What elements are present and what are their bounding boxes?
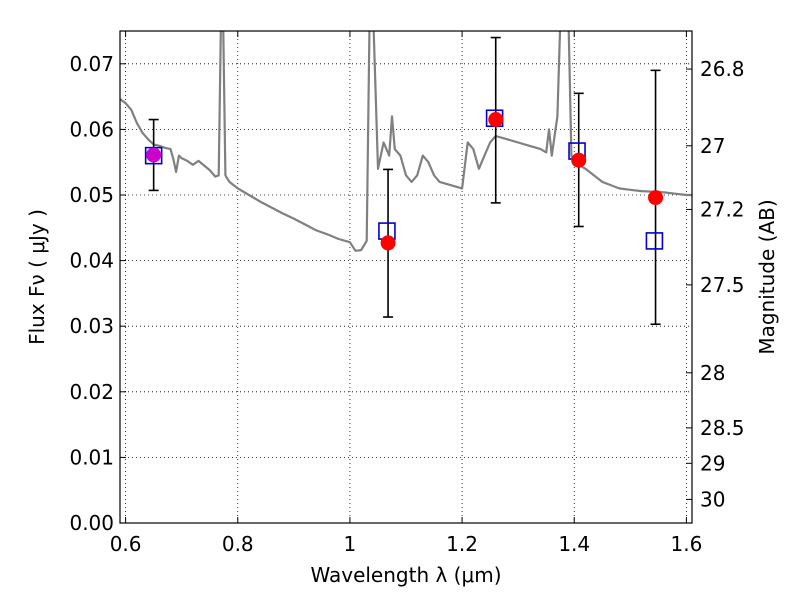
observed-photometry: [146, 112, 664, 251]
observed-point: [146, 147, 162, 163]
observed-point: [488, 112, 504, 128]
y2-tick-label: 28.5: [700, 416, 745, 440]
model-spectrum-line: [120, 31, 692, 252]
x-tick-label: 1.6: [670, 532, 702, 556]
observed-point: [380, 235, 396, 251]
y-tick-label: 0.04: [69, 249, 114, 273]
y2-tick-label: 29: [700, 451, 725, 475]
y2-tick-label: 27: [700, 134, 725, 158]
x-tick-label: 1.4: [558, 532, 590, 556]
y-tick-label: 0.07: [69, 52, 114, 76]
y-tick-label: 0.06: [69, 117, 114, 141]
y-tick-label: 0.00: [69, 511, 114, 535]
plot-frame: [119, 30, 693, 524]
model-spectrum: [120, 31, 692, 252]
grid: [120, 31, 692, 524]
x-tick-label: 1.2: [446, 532, 478, 556]
y2-tick-label: 27.5: [700, 273, 745, 297]
x-tick-label: 0.8: [222, 532, 254, 556]
x-tick-label: 0.6: [110, 532, 142, 556]
y2-tick-label: 27.2: [700, 197, 745, 221]
x-axis-label: Wavelength λ (μm): [310, 563, 501, 587]
y2-tick-label: 30: [700, 487, 725, 511]
observed-point: [571, 152, 587, 168]
error-bars: [148, 36, 661, 326]
y-tick-label: 0.01: [69, 445, 114, 469]
y2-tick-label: 28: [700, 361, 725, 385]
axis-ticks: 0.6 0.8 1 1.2 1.4 1.6 0.00 0.01 0.02 0.03 0.04 0.05…: [69, 31, 745, 556]
y-tick-label: 0.03: [69, 314, 114, 338]
observed-point: [648, 190, 664, 206]
synthetic-point: [645, 232, 664, 250]
y-tick-label: 0.02: [69, 380, 114, 404]
y2-axis-label: Magnitude (AB): [755, 199, 779, 354]
x-tick-label: 1: [344, 532, 357, 556]
y-tick-label: 0.05: [69, 183, 114, 207]
synthetic-photometry: [144, 109, 664, 250]
y-axis-label: Flux Fν ( μJy ): [25, 209, 49, 345]
y2-tick-label: 26.8: [700, 57, 745, 81]
